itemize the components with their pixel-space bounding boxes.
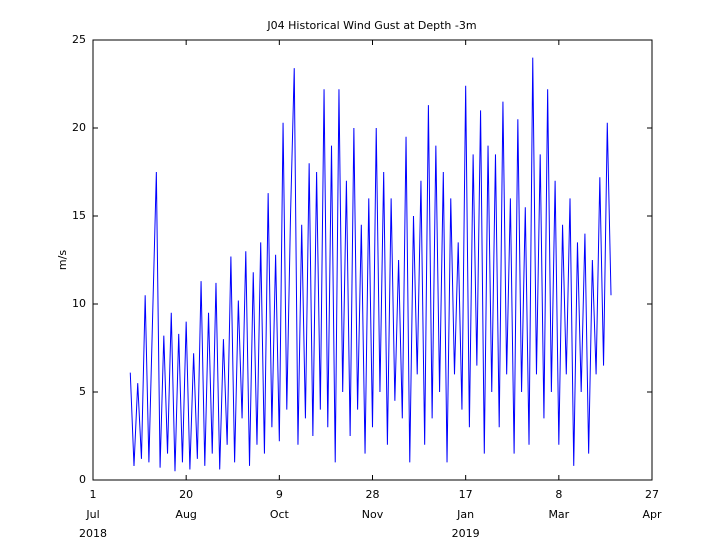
x-tick-year: 2019 (452, 527, 480, 540)
y-tick-label: 0 (79, 473, 86, 486)
x-tick-month: Jul (85, 508, 99, 521)
x-tick-label: 27 (645, 488, 659, 501)
chart-title: J04 Historical Wind Gust at Depth -3m (266, 19, 476, 32)
x-tick-month: Nov (362, 508, 384, 521)
x-tick-label: 9 (276, 488, 283, 501)
x-tick-year: 2018 (79, 527, 107, 540)
y-axis-label: m/s (56, 250, 69, 270)
x-tick-month: Apr (642, 508, 662, 521)
y-tick-label: 10 (72, 297, 86, 310)
x-tick-label: 8 (555, 488, 562, 501)
x-tick-label: 17 (459, 488, 473, 501)
x-tick-label: 28 (366, 488, 380, 501)
x-tick-label: 20 (179, 488, 193, 501)
x-tick-month: Oct (270, 508, 290, 521)
x-tick-month: Mar (548, 508, 569, 521)
x-tick-month: Jan (456, 508, 474, 521)
y-tick-label: 20 (72, 121, 86, 134)
x-tick-month: Aug (175, 508, 196, 521)
y-tick-label: 15 (72, 209, 86, 222)
x-tick-label: 1 (90, 488, 97, 501)
y-tick-label: 5 (79, 385, 86, 398)
y-tick-label: 25 (72, 33, 86, 46)
data-line (129, 57, 612, 472)
